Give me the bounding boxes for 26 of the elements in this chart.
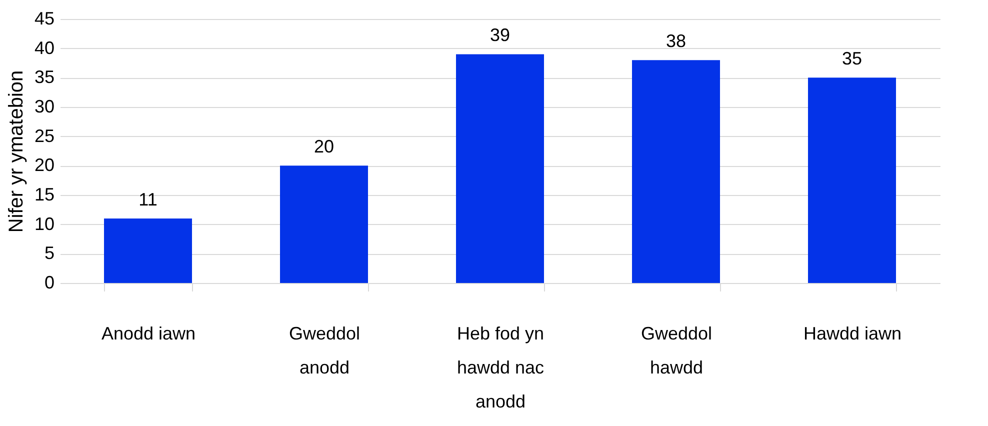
bar: [280, 166, 368, 283]
y-axis-title: Nifer yr ymatebion: [5, 70, 28, 233]
x-tick-label: Gweddol hawdd: [640, 324, 712, 378]
data-label: 20: [314, 136, 334, 157]
bar: [632, 60, 720, 283]
bar: [104, 218, 192, 283]
x-tick-label: Gweddol anodd: [288, 324, 360, 378]
x-tick-label: Hawdd iawn: [803, 324, 902, 344]
data-label: 11: [138, 189, 158, 210]
x-tick-label: Heb fod yn hawdd nac anodd: [456, 324, 544, 412]
y-tick-label: 25: [34, 126, 54, 146]
x-tick-label: Anodd iawn: [101, 324, 196, 344]
y-tick-label: 30: [34, 96, 54, 116]
bar: [456, 54, 544, 283]
y-tick-label: 10: [34, 214, 54, 234]
data-label: 35: [842, 48, 862, 69]
y-tick-label: 40: [34, 38, 54, 58]
y-tick-label: 15: [34, 184, 54, 204]
y-tick-label: 5: [44, 243, 54, 264]
y-tick-label: 35: [34, 67, 54, 88]
y-tick-label: 20: [34, 155, 54, 176]
data-label: 38: [666, 31, 686, 52]
y-tick-label: 0: [44, 272, 54, 292]
bar: [808, 78, 896, 283]
data-label: 39: [490, 25, 510, 46]
y-tick-label: 45: [34, 8, 54, 28]
